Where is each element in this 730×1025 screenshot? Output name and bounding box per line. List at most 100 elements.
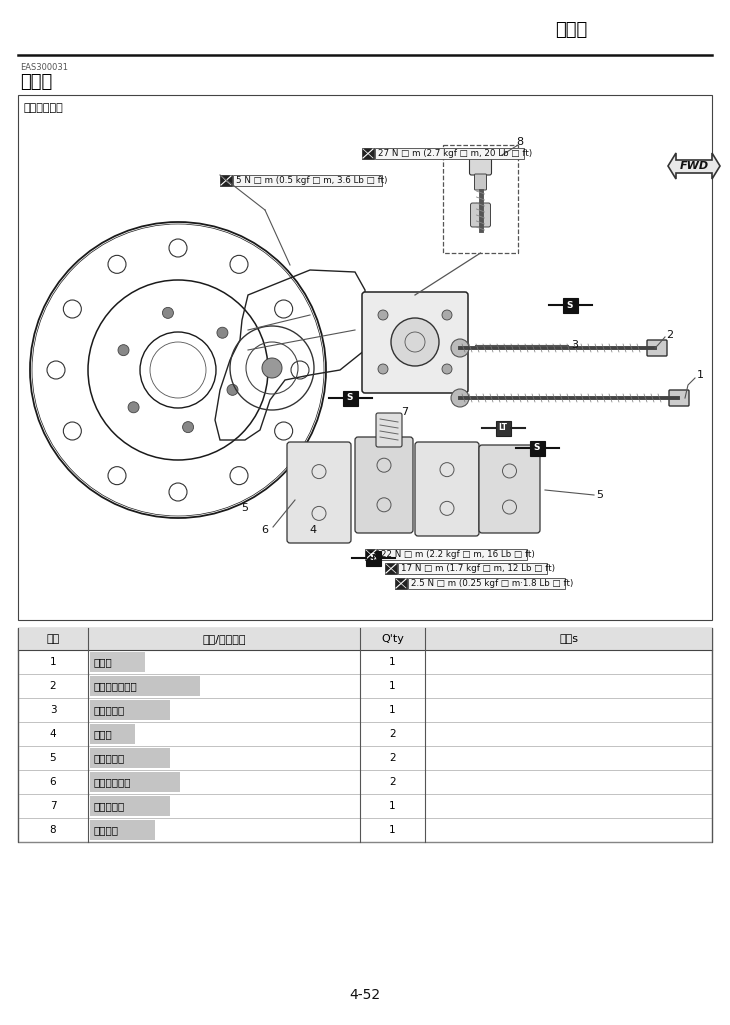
Text: 3: 3	[572, 340, 578, 350]
Bar	[375, 148, 524, 159]
Bar	[220, 175, 232, 186]
Text: 1: 1	[696, 370, 704, 380]
Text: FWD: FWD	[680, 161, 709, 171]
Text: EAS300031: EAS300031	[20, 63, 68, 72]
Bar	[18, 628, 712, 842]
Bar	[90, 676, 200, 696]
Bar	[362, 148, 374, 159]
Text: LT: LT	[499, 423, 507, 433]
Text: 2: 2	[389, 777, 396, 787]
Text: 7: 7	[402, 407, 409, 417]
Text: 4: 4	[310, 525, 317, 535]
Text: 螺絲塞: 螺絲塞	[94, 657, 112, 667]
Text: 藞車片彈簧: 藞車片彈簧	[94, 801, 126, 811]
FancyBboxPatch shape	[647, 340, 667, 356]
Circle shape	[262, 358, 282, 378]
FancyBboxPatch shape	[479, 445, 540, 533]
Text: 藞車片絕緣器: 藞車片絕緣器	[94, 777, 131, 787]
Bar	[408, 578, 565, 589]
FancyBboxPatch shape	[355, 437, 413, 533]
Text: 8: 8	[50, 825, 56, 835]
Text: 22 N □ m (2.2 kgf □ m, 16 Lb □ ft): 22 N □ m (2.2 kgf □ m, 16 Lb □ ft)	[381, 550, 535, 559]
Circle shape	[378, 310, 388, 320]
Text: 7: 7	[50, 801, 56, 811]
Bar	[385, 563, 397, 574]
Bar	[398, 563, 547, 574]
Bar	[18, 95, 712, 620]
FancyBboxPatch shape	[415, 442, 479, 536]
Bar	[90, 748, 170, 768]
Text: 藞車片: 藞車片	[94, 729, 112, 739]
Bar	[90, 652, 145, 672]
Text: 1: 1	[389, 705, 396, 715]
Text: 4: 4	[50, 729, 56, 739]
Bar	[342, 391, 358, 406]
Text: 1: 1	[389, 657, 396, 667]
Circle shape	[442, 310, 452, 320]
FancyBboxPatch shape	[287, 442, 351, 543]
Circle shape	[182, 421, 193, 433]
Bar	[90, 796, 170, 816]
Text: 6: 6	[50, 777, 56, 787]
Text: 5: 5	[50, 753, 56, 763]
Text: 17 N □ m (1.7 kgf □ m, 12 Lb □ ft): 17 N □ m (1.7 kgf □ m, 12 Lb □ ft)	[401, 564, 555, 573]
Text: Q'ty: Q'ty	[381, 634, 404, 644]
Text: 拆下後藞車片: 拆下後藞車片	[24, 102, 64, 113]
Bar	[233, 175, 382, 186]
Bar	[90, 772, 180, 792]
Bar	[378, 549, 527, 560]
Circle shape	[451, 390, 469, 407]
Text: 後藞車卡鈕: 後藞車卡鈕	[94, 705, 126, 715]
FancyBboxPatch shape	[362, 292, 468, 393]
Text: 1: 1	[389, 801, 396, 811]
Text: 1: 1	[389, 825, 396, 835]
Text: 放氣螺絲: 放氣螺絲	[94, 825, 119, 835]
Text: 5 N □ m (0.5 kgf □ m, 3.6 Lb □ ft): 5 N □ m (0.5 kgf □ m, 3.6 Lb □ ft)	[236, 176, 388, 184]
Text: 4-52: 4-52	[350, 988, 380, 1002]
Bar	[563, 297, 577, 313]
Text: 8: 8	[516, 137, 523, 147]
Bar	[529, 441, 545, 455]
Circle shape	[391, 318, 439, 366]
Text: S: S	[566, 300, 573, 310]
Text: 5: 5	[596, 490, 604, 500]
Text: 1: 1	[389, 681, 396, 691]
Text: 2: 2	[50, 681, 56, 691]
Text: 藞車片墊片: 藞車片墊片	[94, 753, 126, 763]
FancyBboxPatch shape	[471, 203, 491, 227]
Polygon shape	[668, 153, 720, 179]
Bar	[365, 549, 377, 560]
Bar	[18, 628, 712, 650]
Bar	[366, 550, 380, 566]
Text: 5: 5	[242, 503, 248, 512]
FancyBboxPatch shape	[474, 174, 486, 190]
Text: 2: 2	[389, 729, 396, 739]
Text: 6: 6	[261, 525, 269, 535]
Text: S: S	[534, 444, 540, 452]
Circle shape	[118, 344, 129, 356]
Text: 2: 2	[389, 753, 396, 763]
FancyBboxPatch shape	[669, 390, 689, 406]
Bar	[90, 700, 170, 720]
Circle shape	[378, 364, 388, 374]
Text: 2: 2	[666, 330, 674, 340]
Text: S: S	[347, 394, 353, 403]
Circle shape	[217, 327, 228, 338]
Text: 6: 6	[372, 551, 379, 565]
FancyBboxPatch shape	[376, 413, 402, 447]
Circle shape	[128, 402, 139, 413]
Circle shape	[451, 339, 469, 357]
Bar	[395, 578, 407, 589]
Circle shape	[227, 384, 238, 396]
Text: 27 N □ m (2.7 kgf □ m, 20 Lb □ ft): 27 N □ m (2.7 kgf □ m, 20 Lb □ ft)	[378, 149, 532, 158]
FancyBboxPatch shape	[469, 149, 491, 175]
Text: S: S	[370, 554, 376, 563]
Text: 備訿s: 備訿s	[559, 634, 578, 644]
Circle shape	[442, 364, 452, 374]
Text: 組成: 組成	[47, 634, 60, 644]
Text: 工作/零件拆除: 工作/零件拆除	[202, 634, 246, 644]
Bar	[496, 420, 510, 436]
Bar	[90, 724, 135, 744]
Text: 藞車片固定螺栓: 藞車片固定螺栓	[94, 681, 138, 691]
Bar	[90, 820, 155, 840]
